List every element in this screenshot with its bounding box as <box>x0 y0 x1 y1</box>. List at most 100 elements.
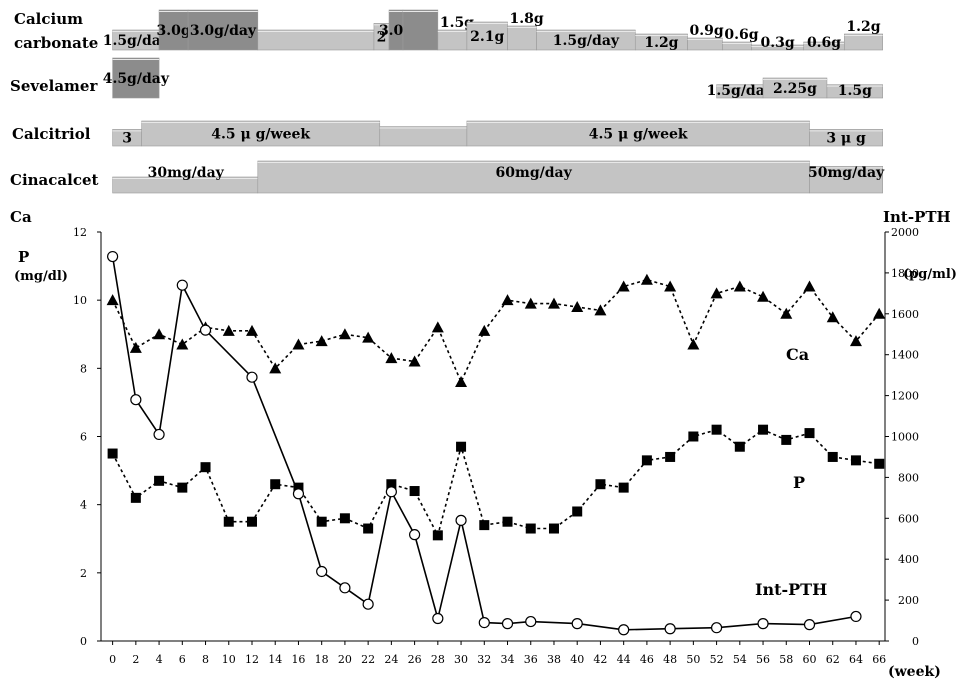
data-point-int-pth <box>130 394 142 406</box>
data-point-ca <box>315 335 328 347</box>
x-tick-label: 48 <box>663 653 677 666</box>
dose-label: 1.5g <box>440 15 474 31</box>
left-y-tick-label: 4 <box>80 499 87 512</box>
dose-label: 1.5g <box>838 83 872 99</box>
dose-bar <box>809 129 883 147</box>
x-tick-label: 56 <box>756 653 770 666</box>
dose-label: 0.9g <box>690 23 724 39</box>
data-point-int-pth <box>199 324 212 336</box>
x-tick-label: 18 <box>315 653 329 666</box>
data-point-p <box>177 482 188 493</box>
dose-label: 30mg/day <box>148 165 225 181</box>
x-tick-label: 4 <box>156 653 163 666</box>
data-point-p <box>641 455 652 466</box>
data-point-p <box>363 523 374 534</box>
left-axis-unit: (mg/dl) <box>14 269 68 284</box>
data-point-ca <box>594 304 607 316</box>
data-point-ca <box>245 324 258 336</box>
data-point-p <box>874 458 885 469</box>
x-tick-label: 44 <box>617 653 631 666</box>
data-point-p <box>665 451 676 462</box>
data-point-int-pth <box>850 610 862 623</box>
medication-name: Sevelamer <box>10 77 98 95</box>
medication-name: carbonate <box>14 34 98 52</box>
x-tick-label: 52 <box>710 653 724 666</box>
left-y-tick-label: 10 <box>73 294 87 307</box>
data-point-int-pth <box>409 529 421 541</box>
data-point-int-pth <box>176 279 188 291</box>
data-point-p <box>409 486 420 497</box>
data-point-int-pth <box>478 616 490 629</box>
data-point-int-pth <box>432 612 444 625</box>
data-point-ca <box>431 321 444 333</box>
dose-label: 4.5 μ g/week <box>211 127 310 143</box>
data-point-p <box>154 475 165 486</box>
x-tick-label: 22 <box>361 653 375 666</box>
x-tick-label: 36 <box>524 653 538 666</box>
data-point-ca <box>640 273 653 285</box>
data-point-p <box>316 516 327 527</box>
data-point-ca <box>617 280 630 292</box>
right-y-tick-label: 800 <box>898 471 919 484</box>
data-point-p <box>850 455 861 466</box>
data-point-p <box>827 451 838 462</box>
data-point-ca <box>664 280 677 292</box>
data-point-p <box>339 513 350 524</box>
dose-label: 0.3g <box>760 35 794 51</box>
x-tick-label: 54 <box>733 653 747 666</box>
left-y-tick-label: 0 <box>80 635 87 648</box>
right-axis-unit: (pg/ml) <box>903 267 957 282</box>
data-point-ca <box>733 280 746 292</box>
data-point-int-pth <box>618 624 630 636</box>
data-point-ca <box>524 297 537 309</box>
data-point-ca <box>501 294 514 306</box>
data-point-int-pth <box>292 488 305 500</box>
right-y-tick-label: 2000 <box>891 226 919 239</box>
dose-bar <box>437 29 468 51</box>
data-point-p <box>270 479 281 490</box>
data-point-p <box>130 492 141 503</box>
data-point-ca <box>455 375 468 387</box>
data-point-p <box>107 448 118 459</box>
x-tick-label: 16 <box>291 653 305 666</box>
series-label-int-pth: Int-PTH <box>755 580 827 599</box>
medication-name: Calcium <box>14 10 83 28</box>
x-tick-label: 12 <box>245 653 259 666</box>
dose-bar <box>187 9 259 51</box>
x-tick-label: 60 <box>803 653 817 666</box>
dose-label: 2.1g <box>470 29 504 45</box>
right-y-tick-label: 400 <box>898 553 919 566</box>
dose-label: 1.5g/day <box>707 83 774 99</box>
data-point-int-pth <box>339 582 351 594</box>
dose-label: 3.0g <box>157 23 191 39</box>
dose-label: 1.5g/day <box>553 33 620 49</box>
x-tick-label: 40 <box>570 653 584 666</box>
data-point-int-pth <box>501 618 514 630</box>
right-axis-title: Int-PTH <box>883 208 951 226</box>
dose-bar <box>826 84 883 99</box>
data-point-ca <box>710 287 723 299</box>
x-tick-label: 34 <box>501 653 515 666</box>
data-point-int-pth <box>710 622 723 634</box>
data-point-int-pth <box>153 428 165 441</box>
data-point-ca <box>292 338 305 350</box>
data-point-ca <box>547 297 560 309</box>
dose-label: 3 <box>122 131 132 147</box>
dose-bar <box>402 9 439 51</box>
dose-label: 1.2g <box>846 19 880 35</box>
dose-bar <box>844 33 883 51</box>
data-point-p <box>572 506 583 517</box>
data-point-int-pth <box>316 565 328 578</box>
data-point-int-pth <box>571 618 583 630</box>
data-point-ca <box>269 362 282 374</box>
data-point-p <box>618 482 629 493</box>
dose-label: 1.8g <box>510 11 544 27</box>
dose-bar <box>507 25 537 51</box>
data-point-int-pth <box>757 618 769 630</box>
data-point-p <box>246 516 257 527</box>
x-tick-label: 6 <box>179 653 186 666</box>
data-point-ca <box>780 307 793 319</box>
dose-bar <box>257 29 375 51</box>
left-axis-title-ca: Ca <box>10 208 32 226</box>
